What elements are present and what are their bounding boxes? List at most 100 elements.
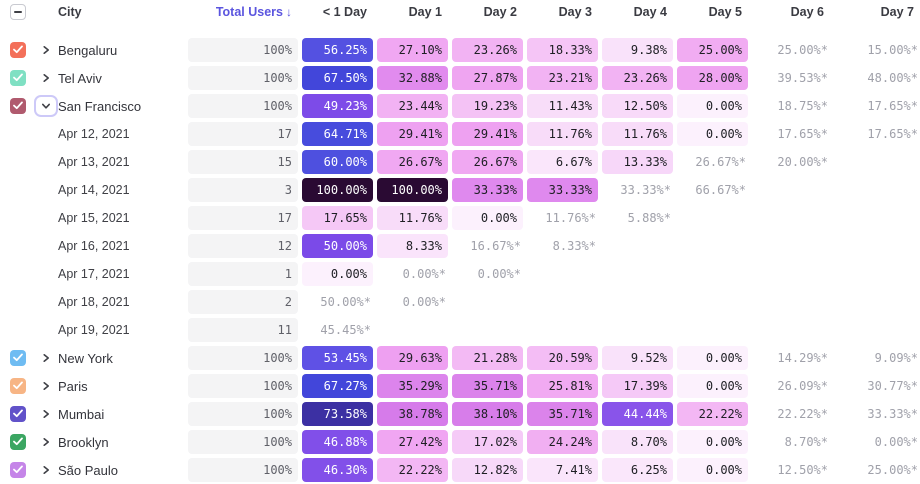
expand-caret-button[interactable] bbox=[41, 465, 51, 475]
retention-cell[interactable]: 12.82% bbox=[452, 458, 523, 482]
retention-cell[interactable]: 17.65% bbox=[302, 206, 373, 230]
retention-cell[interactable]: 11.43% bbox=[527, 94, 598, 118]
retention-cell[interactable]: 21.28% bbox=[452, 346, 523, 370]
retention-cell[interactable]: 17.02% bbox=[452, 430, 523, 454]
retention-cell[interactable]: 33.33% bbox=[527, 178, 598, 202]
retention-cell[interactable]: 46.30% bbox=[302, 458, 373, 482]
column-header-day-7[interactable]: Day 7 bbox=[880, 5, 914, 19]
retention-cell[interactable]: 23.21% bbox=[527, 66, 598, 90]
expand-caret-button[interactable] bbox=[41, 353, 51, 363]
retention-cell[interactable]: 11.76% bbox=[527, 122, 598, 146]
retention-cell[interactable]: 23.26% bbox=[452, 38, 523, 62]
retention-cell[interactable]: 53.45% bbox=[302, 346, 373, 370]
row-checkbox[interactable] bbox=[10, 378, 26, 394]
retention-cell[interactable]: 0.00% bbox=[677, 458, 748, 482]
retention-cell[interactable]: 12.50% bbox=[602, 94, 673, 118]
expand-caret-button[interactable] bbox=[41, 73, 51, 83]
retention-cell[interactable]: 17.39% bbox=[602, 374, 673, 398]
retention-cell[interactable]: 50.00% bbox=[302, 234, 373, 258]
retention-cell[interactable]: 13.33% bbox=[602, 150, 673, 174]
retention-cell[interactable]: 67.27% bbox=[302, 374, 373, 398]
retention-cell[interactable]: 7.41% bbox=[527, 458, 598, 482]
retention-cell[interactable]: 6.25% bbox=[602, 458, 673, 482]
column-header-day-2[interactable]: Day 2 bbox=[483, 5, 517, 19]
retention-cell[interactable]: 27.87% bbox=[452, 66, 523, 90]
retention-cell[interactable]: 67.50% bbox=[302, 66, 373, 90]
column-header-day-4[interactable]: Day 4 bbox=[633, 5, 667, 19]
retention-cell[interactable]: 22.22% bbox=[377, 458, 448, 482]
retention-cell[interactable]: 100.00% bbox=[302, 178, 373, 202]
retention-cell[interactable]: 0.00% bbox=[677, 94, 748, 118]
column-header-total-users[interactable]: Total Users ↓ bbox=[188, 0, 298, 24]
retention-cell[interactable]: 33.33% bbox=[452, 178, 523, 202]
retention-cell[interactable]: 35.71% bbox=[452, 374, 523, 398]
column-header-city[interactable]: City bbox=[58, 5, 82, 19]
retention-cell[interactable]: 11.76% bbox=[377, 206, 448, 230]
retention-cell[interactable]: 44.44% bbox=[602, 402, 673, 426]
retention-cell[interactable]: 11.76% bbox=[602, 122, 673, 146]
column-header-day-6[interactable]: Day 6 bbox=[790, 5, 824, 19]
retention-cell[interactable]: 18.33% bbox=[527, 38, 598, 62]
row-checkbox[interactable] bbox=[10, 462, 26, 478]
column-header-day-5[interactable]: Day 5 bbox=[708, 5, 742, 19]
expand-caret-button[interactable] bbox=[41, 409, 51, 419]
row-checkbox[interactable] bbox=[10, 406, 26, 422]
retention-cell[interactable]: 0.00% bbox=[677, 122, 748, 146]
retention-cell[interactable]: 26.67% bbox=[377, 150, 448, 174]
expand-caret-button[interactable] bbox=[41, 437, 51, 447]
retention-cell[interactable]: 0.00% bbox=[677, 430, 748, 454]
retention-cell[interactable]: 35.71% bbox=[527, 402, 598, 426]
retention-cell[interactable]: 8.70% bbox=[602, 430, 673, 454]
expand-caret-button[interactable] bbox=[41, 45, 51, 55]
total-users-value: 2 bbox=[188, 290, 298, 314]
column-header-day-1[interactable]: Day 1 bbox=[408, 5, 442, 19]
row-checkbox[interactable] bbox=[10, 350, 26, 366]
retention-cell[interactable]: 25.00% bbox=[677, 38, 748, 62]
retention-cell[interactable]: 23.26% bbox=[602, 66, 673, 90]
retention-cell[interactable]: 38.78% bbox=[377, 402, 448, 426]
retention-cell[interactable]: 0.00% bbox=[302, 262, 373, 286]
retention-cell[interactable]: 23.44% bbox=[377, 94, 448, 118]
city-row: Tel Aviv 100% 67.50% 32.88% 27.87% 23.21% 23.2… bbox=[0, 64, 920, 92]
retention-cell[interactable]: 29.63% bbox=[377, 346, 448, 370]
retention-cell[interactable]: 49.23% bbox=[302, 94, 373, 118]
retention-cell[interactable]: 29.41% bbox=[377, 122, 448, 146]
retention-cell[interactable]: 35.29% bbox=[377, 374, 448, 398]
retention-cell[interactable]: 28.00% bbox=[677, 66, 748, 90]
retention-cell[interactable]: 32.88% bbox=[377, 66, 448, 90]
row-checkbox[interactable] bbox=[10, 42, 26, 58]
retention-cell[interactable]: 6.67% bbox=[527, 150, 598, 174]
retention-cell[interactable]: 60.00% bbox=[302, 150, 373, 174]
retention-cell[interactable]: 26.67% bbox=[452, 150, 523, 174]
retention-cell[interactable]: 9.52% bbox=[602, 346, 673, 370]
retention-cell[interactable]: 56.25% bbox=[302, 38, 373, 62]
retention-cell[interactable]: 24.24% bbox=[527, 430, 598, 454]
retention-cell[interactable]: 9.38% bbox=[602, 38, 673, 62]
row-checkbox[interactable] bbox=[10, 70, 26, 86]
collapse-caret-button[interactable] bbox=[34, 95, 58, 117]
retention-cell[interactable]: 27.42% bbox=[377, 430, 448, 454]
retention-cell[interactable]: 0.00% bbox=[677, 374, 748, 398]
retention-cell-estimate: 33.33%* bbox=[867, 407, 918, 421]
retention-cell[interactable]: 19.23% bbox=[452, 94, 523, 118]
retention-cell[interactable]: 0.00% bbox=[452, 206, 523, 230]
column-header-day-3[interactable]: Day 3 bbox=[558, 5, 592, 19]
retention-cell[interactable]: 20.59% bbox=[527, 346, 598, 370]
retention-cell[interactable]: 46.88% bbox=[302, 430, 373, 454]
retention-cell[interactable]: 27.10% bbox=[377, 38, 448, 62]
retention-cell[interactable]: 8.33% bbox=[377, 234, 448, 258]
retention-cell-empty bbox=[602, 262, 673, 286]
retention-cell[interactable]: 29.41% bbox=[452, 122, 523, 146]
row-checkbox[interactable] bbox=[10, 98, 26, 114]
select-all-checkbox[interactable] bbox=[10, 4, 26, 20]
retention-cell[interactable]: 0.00% bbox=[677, 346, 748, 370]
column-header-day-0[interactable]: < 1 Day bbox=[322, 5, 367, 19]
retention-cell[interactable]: 64.71% bbox=[302, 122, 373, 146]
retention-cell[interactable]: 100.00% bbox=[377, 178, 448, 202]
retention-cell[interactable]: 22.22% bbox=[677, 402, 748, 426]
retention-cell[interactable]: 73.58% bbox=[302, 402, 373, 426]
retention-cell[interactable]: 25.81% bbox=[527, 374, 598, 398]
expand-caret-button[interactable] bbox=[41, 381, 51, 391]
retention-cell[interactable]: 38.10% bbox=[452, 402, 523, 426]
row-checkbox[interactable] bbox=[10, 434, 26, 450]
